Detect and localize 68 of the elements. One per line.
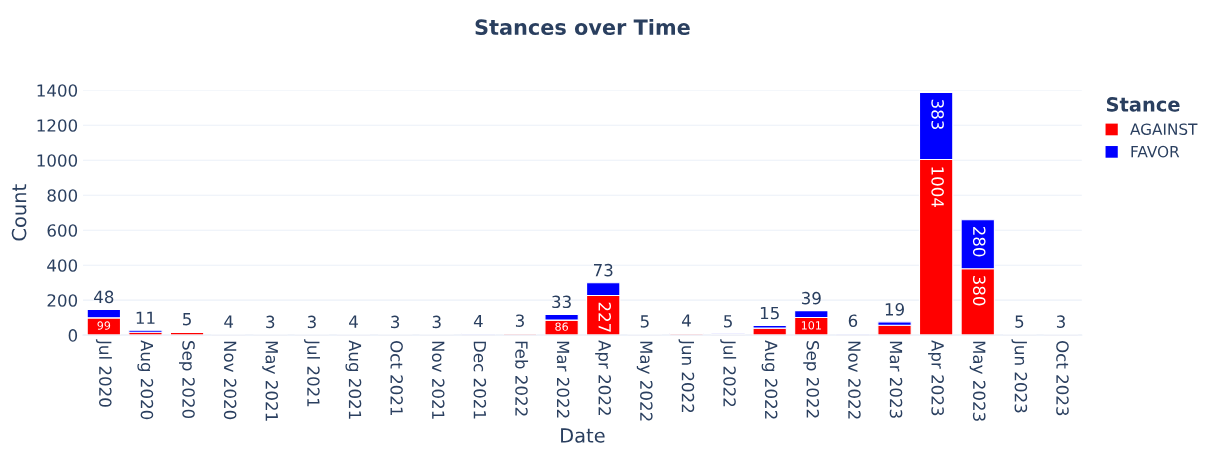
x-tick-label: May 2021 [262, 341, 279, 421]
data-label: 5 [724, 315, 732, 328]
chart-title: Stances over Time [475, 18, 690, 36]
y-tick-label: 1000 [37, 154, 78, 167]
x-tick-label: Apr 2022 [595, 340, 611, 415]
x-tick-label: Mar 2022 [556, 341, 570, 418]
data-label: 4 [349, 315, 358, 328]
data-label: 1004 [931, 167, 944, 208]
y-tick-label: 0 [68, 329, 78, 342]
legend-label: AGAINST [1130, 123, 1198, 135]
data-label: 5 [640, 315, 649, 328]
x-tick-label: Aug 2021 [345, 340, 362, 419]
data-label: 4 [681, 314, 691, 327]
x-tick-label: May 2023 [969, 341, 986, 421]
data-label: 11 [136, 311, 155, 324]
x-tick-label: Oct 2023 [1056, 340, 1069, 416]
legend-label: FAVOR [1131, 145, 1180, 158]
data-label: 3 [1056, 315, 1065, 328]
data-label: 3 [432, 315, 441, 329]
data-label: 3 [307, 315, 316, 329]
data-label: 15 [760, 306, 779, 320]
x-tick-label: Jul 2021 [303, 339, 320, 407]
y-axis-title: Count [11, 184, 27, 241]
x-tick-label: Apr 2023 [928, 340, 944, 416]
data-label: 86 [555, 322, 568, 331]
x-tick-label: Aug 2022 [761, 340, 778, 419]
data-label: 5 [1015, 315, 1024, 328]
data-label: 383 [931, 99, 944, 130]
data-label: 3 [391, 315, 400, 329]
data-label: 280 [972, 226, 986, 257]
x-tick-label: Nov 2021 [431, 341, 445, 419]
data-label: 4 [224, 315, 234, 328]
x-tick-label: Aug 2020 [137, 340, 154, 420]
x-tick-label: Dec 2021 [473, 341, 487, 419]
x-tick-label: Nov 2022 [848, 341, 861, 419]
data-label: 33 [552, 295, 571, 309]
data-label: 5 [183, 313, 191, 326]
y-tick-label: 800 [47, 189, 78, 202]
y-tick-label: 400 [47, 259, 78, 272]
legend-title: Stance [1106, 97, 1180, 112]
x-tick-label: Nov 2020 [223, 341, 237, 420]
x-tick-label: Sep 2020 [179, 341, 195, 419]
data-label: 3 [266, 315, 275, 329]
x-tick-label: Oct 2021 [390, 340, 403, 416]
x-tick-label: Jun 2023 [1011, 339, 1028, 413]
x-axis-title: Date [561, 428, 605, 443]
x-tick-label: Mar 2023 [889, 341, 903, 418]
y-tick-label: 600 [47, 224, 78, 237]
data-label: 6 [848, 314, 858, 328]
x-tick-label: Sep 2022 [803, 341, 820, 418]
x-tick-label: Feb 2022 [515, 341, 529, 416]
y-tick-label: 1400 [37, 84, 78, 97]
data-label: 3 [515, 314, 524, 328]
data-label: 4 [473, 314, 483, 328]
y-tick-label: 1200 [37, 119, 78, 132]
data-label: 227 [598, 302, 611, 332]
data-label: 73 [593, 263, 613, 277]
x-tick-label: Jul 2022 [720, 339, 737, 407]
data-label: 101 [801, 321, 821, 330]
x-tick-label: Jul 2020 [95, 339, 112, 407]
data-label: 380 [972, 275, 986, 306]
data-label: 39 [801, 291, 821, 305]
data-label: 48 [94, 290, 114, 304]
y-tick-label: 200 [47, 294, 78, 307]
x-tick-label: May 2022 [636, 341, 653, 421]
data-label: 99 [97, 321, 111, 330]
data-label: 19 [885, 303, 904, 316]
x-tick-label: Jun 2022 [678, 339, 695, 413]
